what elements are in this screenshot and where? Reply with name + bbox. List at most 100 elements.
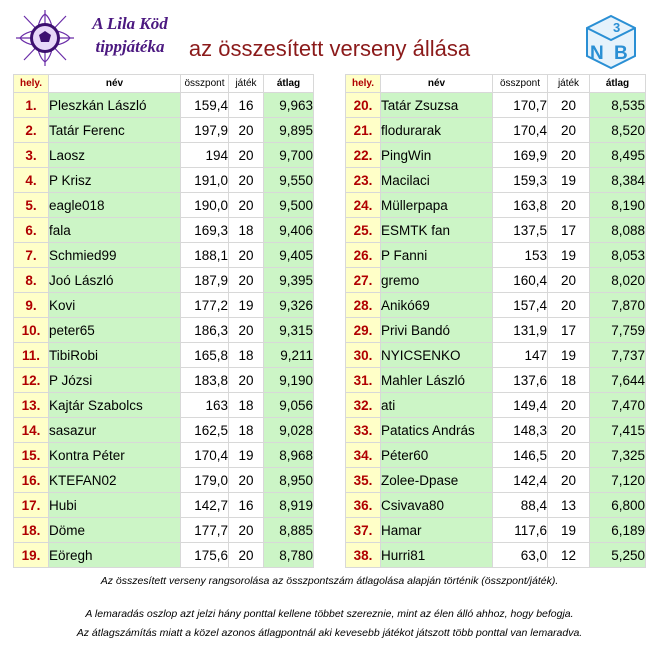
player-name-cell: peter65 [48,317,181,343]
col-header-average: átlag [263,74,314,93]
table-row: 17. Hubi 142,7 16 8,919 [13,492,314,518]
points-cell: 131,9 [492,317,548,343]
points-cell: 169,9 [492,142,548,168]
points-cell: 142,4 [492,467,548,493]
points-cell: 142,7 [180,492,229,518]
table-row: 31. Mahler László 137,6 18 7,644 [345,367,646,393]
average-cell: 7,120 [589,467,646,493]
games-cell: 13 [547,492,590,518]
player-name-cell: Anikó69 [380,292,493,318]
table-row: 35. Zolee-Dpase 142,4 20 7,120 [345,467,646,493]
average-cell: 7,415 [589,417,646,443]
games-cell: 20 [547,467,590,493]
table-row: 22. PingWin 169,9 20 8,495 [345,142,646,168]
games-cell: 19 [228,292,264,318]
player-name-cell: eagle018 [48,192,181,218]
rank-cell: 17. [13,492,49,518]
average-cell: 9,895 [263,117,314,143]
player-name-cell: fala [48,217,181,243]
table-row: 20. Tatár Zsuzsa 170,7 20 8,535 [345,92,646,118]
rank-cell: 23. [345,167,381,193]
games-cell: 18 [228,217,264,243]
footnote-average-note: Az átlagszámítás miatt a közel azonos át… [76,627,583,639]
rank-cell: 7. [13,242,49,268]
rank-cell: 15. [13,442,49,468]
table-row: 21. flodurarak 170,4 20 8,520 [345,117,646,143]
rank-cell: 11. [13,342,49,368]
games-cell: 20 [228,192,264,218]
col-header-rank: hely. [345,74,381,93]
average-cell: 5,250 [589,542,646,568]
games-cell: 20 [547,92,590,118]
games-cell: 17 [547,217,590,243]
player-name-cell: Laosz [48,142,181,168]
player-name-cell: Péter60 [380,442,493,468]
player-name-cell: Zolee-Dpase [380,467,493,493]
games-cell: 20 [228,542,264,568]
lila-kod-logo-text: A Lila Köd tippjátéka [80,12,180,58]
player-name-cell: Hamar [380,517,493,543]
average-cell: 9,700 [263,142,314,168]
player-name-cell: PingWin [380,142,493,168]
games-cell: 18 [228,392,264,418]
rank-cell: 30. [345,342,381,368]
points-cell: 194 [180,142,229,168]
games-cell: 17 [547,317,590,343]
footnote-deficit-column: A lemaradás oszlop azt jelzi hány pontta… [85,608,574,620]
player-name-cell: Patatics András [380,417,493,443]
rank-cell: 28. [345,292,381,318]
svg-text:B: B [614,43,628,64]
player-name-cell: Kajtár Szabolcs [48,392,181,418]
games-cell: 18 [547,367,590,393]
rank-cell: 35. [345,467,381,493]
average-cell: 9,405 [263,242,314,268]
table-row: 6. fala 169,3 18 9,406 [13,217,314,243]
3nb-logo-icon: 3 N B [583,12,639,70]
rank-cell: 8. [13,267,49,293]
games-cell: 16 [228,92,264,118]
rank-cell: 9. [13,292,49,318]
col-header-name: név [380,74,493,93]
points-cell: 160,4 [492,267,548,293]
rank-cell: 12. [13,367,49,393]
player-name-cell: flodurarak [380,117,493,143]
player-name-cell: Hubi [48,492,181,518]
average-cell: 9,550 [263,167,314,193]
rank-cell: 33. [345,417,381,443]
table-row: 16. KTEFAN02 179,0 20 8,950 [13,467,314,493]
footnotes: Az összesített verseny rangsorolása az ö… [0,572,659,643]
table-row: 2. Tatár Ferenc 197,9 20 9,895 [13,117,314,143]
player-name-cell: Müllerpapa [380,192,493,218]
average-cell: 9,315 [263,317,314,343]
col-header-points: összpont [180,74,229,93]
average-cell: 8,495 [589,142,646,168]
games-cell: 20 [228,117,264,143]
average-cell: 9,028 [263,417,314,443]
rank-cell: 2. [13,117,49,143]
standings-table-right: hely. név összpont játék átlag 20. Tatár … [345,74,646,568]
table-row: 1. Pleszkán László 159,4 16 9,963 [13,92,314,118]
points-cell: 186,3 [180,317,229,343]
games-cell: 18 [228,342,264,368]
average-cell: 8,919 [263,492,314,518]
games-cell: 20 [547,292,590,318]
average-cell: 7,470 [589,392,646,418]
table-row: 37. Hamar 117,6 19 6,189 [345,517,646,543]
points-cell: 159,3 [492,167,548,193]
rank-cell: 31. [345,367,381,393]
player-name-cell: NYICSENKO [380,342,493,368]
rank-cell: 32. [345,392,381,418]
average-cell: 8,968 [263,442,314,468]
average-cell: 6,800 [589,492,646,518]
points-cell: 146,5 [492,442,548,468]
average-cell: 9,500 [263,192,314,218]
table-row: 36. Csivava80 88,4 13 6,800 [345,492,646,518]
games-cell: 20 [547,417,590,443]
games-cell: 20 [228,142,264,168]
table-row: 34. Péter60 146,5 20 7,325 [345,442,646,468]
rank-cell: 26. [345,242,381,268]
games-cell: 20 [228,467,264,493]
points-cell: 177,7 [180,517,229,543]
games-cell: 20 [228,517,264,543]
rank-cell: 4. [13,167,49,193]
